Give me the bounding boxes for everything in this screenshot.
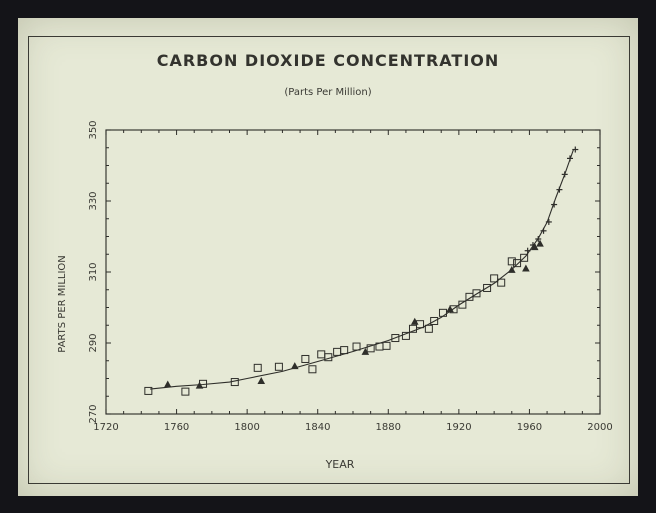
square-point: [274, 362, 283, 371]
triangle-point: [257, 376, 266, 384]
triangle-point: [530, 243, 539, 251]
square-point: [352, 342, 361, 351]
y-tick-label: 350: [88, 120, 99, 139]
square-point: [424, 324, 433, 333]
x-tick-label: 1920: [446, 422, 471, 433]
square-point: [490, 274, 499, 283]
slide-background: CARBON DIOXIDE CONCENTRATION (Parts Per …: [18, 18, 638, 496]
x-tick-label: 1880: [376, 422, 401, 433]
square-point: [253, 363, 262, 372]
x-axis-label: YEAR: [325, 458, 355, 471]
x-tick-label: 1760: [164, 422, 189, 433]
chart-frame: [28, 36, 630, 484]
square-point: [507, 257, 516, 266]
square-point: [430, 316, 439, 325]
square-point: [438, 308, 447, 317]
square-point: [366, 344, 375, 353]
square-point: [144, 386, 153, 395]
triangle-point: [410, 317, 419, 325]
trend-line: [150, 149, 575, 390]
y-tick-label: 270: [88, 404, 99, 423]
x-tick-label: 1800: [234, 422, 259, 433]
co2-scatter-chart: CARBON DIOXIDE CONCENTRATION (Parts Per …: [57, 51, 613, 471]
square-point: [408, 324, 417, 333]
y-tick-label: 330: [88, 191, 99, 210]
y-tick-label: 290: [88, 333, 99, 352]
square-point: [472, 289, 481, 298]
square-point: [301, 354, 310, 363]
x-tick-label: 2000: [587, 422, 612, 433]
x-tick-label: 1960: [517, 422, 542, 433]
triangle-point: [522, 264, 530, 272]
square-point: [497, 278, 506, 287]
y-axis-label: PARTS PER MILLION: [57, 255, 68, 353]
chart-title: CARBON DIOXIDE CONCENTRATION: [157, 51, 500, 70]
square-point: [308, 365, 317, 374]
square-point: [382, 341, 391, 350]
square-point: [483, 283, 492, 292]
triangle-point: [163, 380, 172, 388]
square-point: [333, 347, 342, 356]
data-marks: [144, 146, 579, 396]
triangle-point: [361, 347, 370, 355]
x-tick-label: 1840: [305, 422, 330, 433]
square-point: [401, 331, 410, 340]
square-point: [317, 350, 326, 359]
y-tick-label: 310: [88, 262, 99, 281]
triangle-point: [536, 239, 544, 247]
square-point: [513, 259, 522, 268]
square-point: [181, 387, 190, 396]
x-tick-label: 1720: [93, 422, 118, 433]
plot-area: [105, 129, 601, 415]
square-point: [391, 334, 400, 343]
square-point: [340, 346, 349, 355]
axis-ticks: 1720 1760 1800 1840 1880 1920 1960 2000 270 290 31…: [88, 120, 613, 433]
chart-subtitle: (Parts Per Million): [284, 87, 371, 98]
square-point: [520, 253, 529, 262]
